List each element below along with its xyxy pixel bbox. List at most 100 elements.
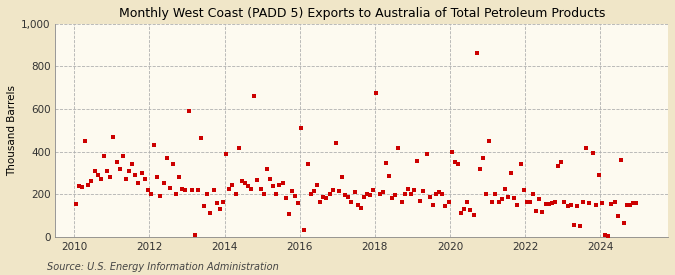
Point: [496, 197, 507, 202]
Point: [186, 188, 197, 192]
Point: [402, 187, 413, 191]
Point: [418, 189, 429, 193]
Point: [362, 192, 373, 196]
Point: [593, 173, 604, 177]
Point: [358, 195, 369, 200]
Point: [512, 203, 523, 207]
Point: [324, 192, 335, 196]
Point: [83, 182, 94, 187]
Point: [597, 200, 608, 205]
Point: [493, 199, 504, 204]
Point: [456, 211, 466, 216]
Point: [158, 181, 169, 186]
Point: [462, 199, 472, 204]
Point: [471, 50, 482, 55]
Point: [521, 199, 532, 204]
Point: [111, 160, 122, 164]
Point: [450, 160, 460, 164]
Point: [105, 175, 115, 179]
Point: [70, 202, 81, 206]
Point: [603, 233, 614, 238]
Point: [434, 190, 445, 194]
Point: [481, 192, 491, 196]
Point: [628, 200, 639, 205]
Point: [240, 181, 250, 186]
Point: [625, 203, 636, 207]
Point: [305, 192, 316, 196]
Point: [152, 175, 163, 179]
Point: [400, 192, 410, 196]
Point: [167, 162, 178, 167]
Point: [139, 177, 150, 182]
Point: [437, 192, 448, 196]
Point: [568, 223, 579, 227]
Point: [537, 210, 548, 214]
Point: [478, 156, 489, 160]
Point: [315, 199, 325, 204]
Point: [77, 185, 88, 189]
Point: [549, 199, 560, 204]
Point: [352, 203, 363, 207]
Point: [299, 228, 310, 232]
Point: [243, 183, 254, 188]
Point: [293, 200, 304, 205]
Point: [165, 186, 176, 190]
Point: [618, 221, 629, 225]
Point: [190, 232, 200, 237]
Point: [95, 177, 106, 182]
Point: [234, 146, 244, 151]
Point: [130, 173, 140, 177]
Point: [89, 169, 100, 173]
Point: [468, 213, 479, 218]
Point: [387, 196, 398, 200]
Point: [393, 146, 404, 151]
Point: [268, 183, 279, 188]
Point: [553, 164, 564, 169]
Point: [406, 192, 416, 196]
Point: [121, 177, 132, 182]
Point: [211, 200, 222, 205]
Point: [208, 188, 219, 192]
Point: [290, 194, 300, 199]
Point: [377, 190, 388, 194]
Point: [465, 208, 476, 212]
Point: [559, 199, 570, 204]
Point: [340, 193, 350, 197]
Point: [249, 94, 260, 98]
Point: [584, 200, 595, 205]
Point: [227, 182, 238, 187]
Point: [146, 192, 157, 196]
Point: [274, 182, 285, 187]
Point: [155, 194, 166, 199]
Point: [349, 190, 360, 194]
Point: [318, 195, 329, 200]
Point: [171, 192, 182, 196]
Point: [296, 126, 306, 130]
Point: [616, 158, 626, 162]
Title: Monthly West Coast (PADD 5) Exports to Australia of Total Petroleum Products: Monthly West Coast (PADD 5) Exports to A…: [119, 7, 605, 20]
Point: [591, 203, 601, 207]
Point: [346, 199, 357, 204]
Point: [215, 207, 225, 211]
Point: [196, 136, 207, 140]
Point: [286, 189, 297, 193]
Point: [425, 195, 435, 200]
Text: Source: U.S. Energy Information Administration: Source: U.S. Energy Information Administ…: [47, 262, 279, 272]
Point: [531, 209, 541, 213]
Point: [177, 187, 188, 191]
Point: [277, 181, 288, 186]
Point: [609, 199, 620, 204]
Point: [556, 160, 566, 164]
Point: [431, 192, 441, 196]
Point: [259, 192, 269, 196]
Point: [578, 199, 589, 204]
Point: [180, 188, 191, 192]
Point: [518, 188, 529, 192]
Point: [543, 202, 554, 206]
Point: [224, 187, 235, 191]
Point: [622, 203, 632, 207]
Point: [599, 232, 610, 237]
Point: [572, 204, 583, 208]
Point: [327, 188, 338, 192]
Point: [612, 214, 623, 219]
